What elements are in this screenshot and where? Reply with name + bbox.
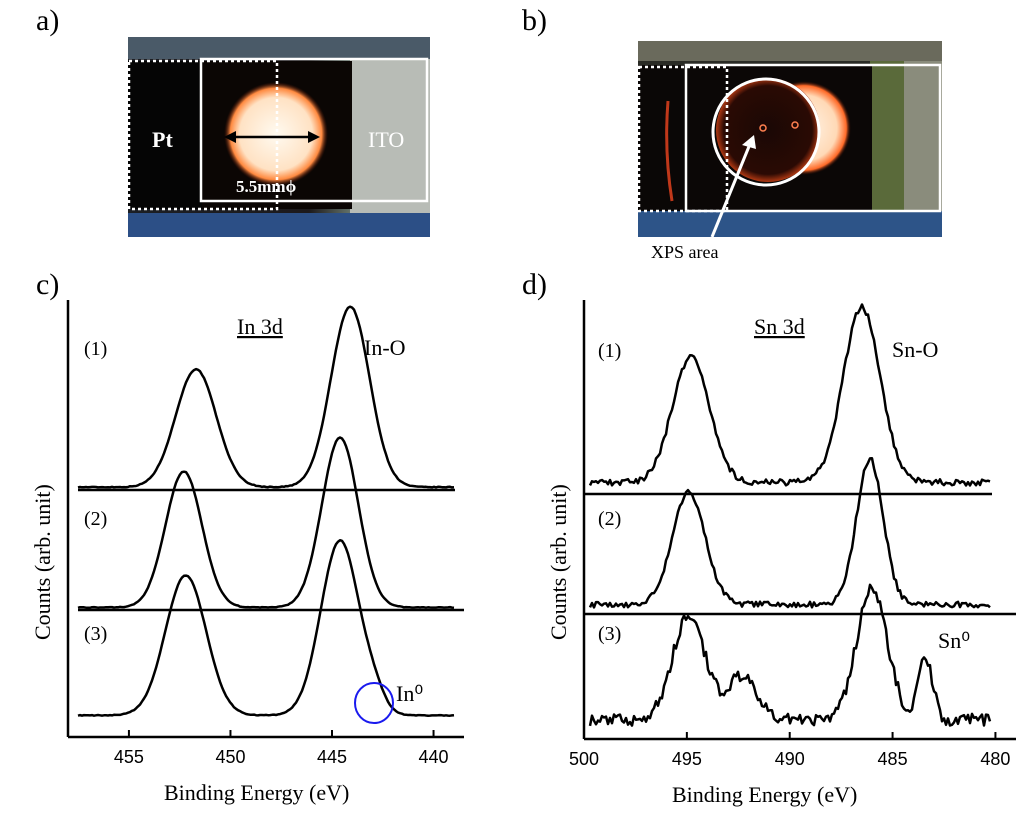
panel-label-a: a) <box>36 4 60 37</box>
in3d-ylabel: Counts (arb. unit) <box>30 484 55 640</box>
diameter-label: 5.5mmϕ <box>236 177 297 196</box>
sn3d-xlabel: Binding Energy (eV) <box>672 782 857 807</box>
sn3d-trace-label-2: (2) <box>598 508 621 530</box>
in3d-xtick-label-445: 445 <box>317 747 347 767</box>
photo-b-image <box>638 41 942 237</box>
sn3d-peak-label-sno: Sn-O <box>892 337 938 362</box>
sn3d-xtick-label-500: 500 <box>569 749 599 769</box>
sn3d-peak-label-sn0: Sn⁰ <box>938 628 970 653</box>
in3d-xlabel: Binding Energy (eV) <box>164 780 349 805</box>
in3d-xtick-label-455: 455 <box>114 747 144 767</box>
pt-label: Pt <box>152 127 173 152</box>
xps-area-label: XPS area <box>651 242 719 262</box>
sn3d-xtick-label-485: 485 <box>878 749 908 769</box>
sn3d-title: Sn 3d <box>754 314 805 339</box>
panel-label-c: c) <box>36 268 60 301</box>
panel-label-b: b) <box>522 4 547 37</box>
sn3d-xtick-label-490: 490 <box>775 749 805 769</box>
in3d-series-1-line <box>77 305 455 489</box>
plot-in3d: 455 450 445 440 In 3d In-O (1) (2) (3) In⁰ … <box>30 300 464 805</box>
in3d-peak-label-in0: In⁰ <box>396 681 423 706</box>
photo-b <box>638 41 942 237</box>
plot-sn3d: 500 495 490 485 480 Sn 3d Sn-O (1) (2) (3) S… <box>546 300 1016 807</box>
sn3d-ylabel: Counts (arb. unit) <box>546 484 571 640</box>
in3d-title: In 3d <box>237 314 283 339</box>
ito-label: ITO <box>368 127 405 152</box>
panel-label-d: d) <box>522 268 547 301</box>
sn3d-series-2-line <box>588 457 991 609</box>
in3d-xtick-label-450: 450 <box>215 747 245 767</box>
in0-highlight-circle <box>354 682 394 724</box>
sn3d-series-1-line <box>588 303 991 487</box>
sn3d-series-3-line <box>588 583 992 727</box>
in3d-series-2-line <box>77 436 455 610</box>
in3d-peak-label-ino: In-O <box>364 335 406 360</box>
in3d-trace-label-3: (3) <box>84 623 107 645</box>
sn3d-xtick-label-495: 495 <box>672 749 702 769</box>
sn3d-trace-label-1: (1) <box>598 340 621 362</box>
in3d-trace-label-1: (1) <box>84 338 107 360</box>
sn3d-trace-label-3: (3) <box>598 623 621 645</box>
sn3d-xtick-label-480: 480 <box>980 749 1010 769</box>
in3d-series-3-line <box>77 538 455 717</box>
photo-a: Pt ITO 5.5mmϕ <box>128 37 430 237</box>
photo-a-image <box>128 37 430 237</box>
in3d-trace-label-2: (2) <box>84 508 107 530</box>
in3d-xtick-label-440: 440 <box>419 747 449 767</box>
